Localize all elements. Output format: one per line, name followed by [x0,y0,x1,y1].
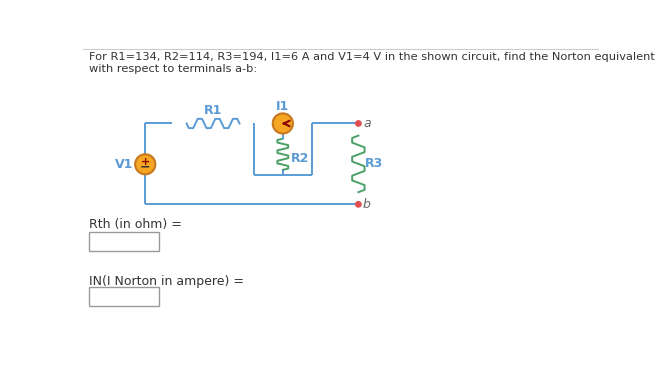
Bar [89,232,159,251]
Text: For R1=134, R2=114, R3=194, I1=6 A and V1=4 V in the shown circuit, find the Nor: For R1=134, R2=114, R3=194, I1=6 A and V… [89,52,655,62]
Text: R3: R3 [364,158,383,170]
Circle shape [356,121,361,126]
Text: +: + [141,157,150,167]
Text: IN(I Norton in ampere) =: IN(I Norton in ampere) = [89,275,244,288]
Text: b: b [363,198,371,211]
Text: R1: R1 [204,104,222,117]
Circle shape [135,154,155,174]
Text: V1: V1 [115,158,133,171]
Text: with respect to terminals a-b:: with respect to terminals a-b: [89,64,258,74]
Circle shape [356,202,361,207]
Circle shape [273,113,293,134]
Text: Rth (in ohm) =: Rth (in ohm) = [89,218,182,231]
Text: a: a [363,117,371,130]
Text: −: − [140,161,151,174]
Text: R2: R2 [290,152,309,164]
Bar [89,287,159,306]
Text: I1: I1 [276,100,290,113]
